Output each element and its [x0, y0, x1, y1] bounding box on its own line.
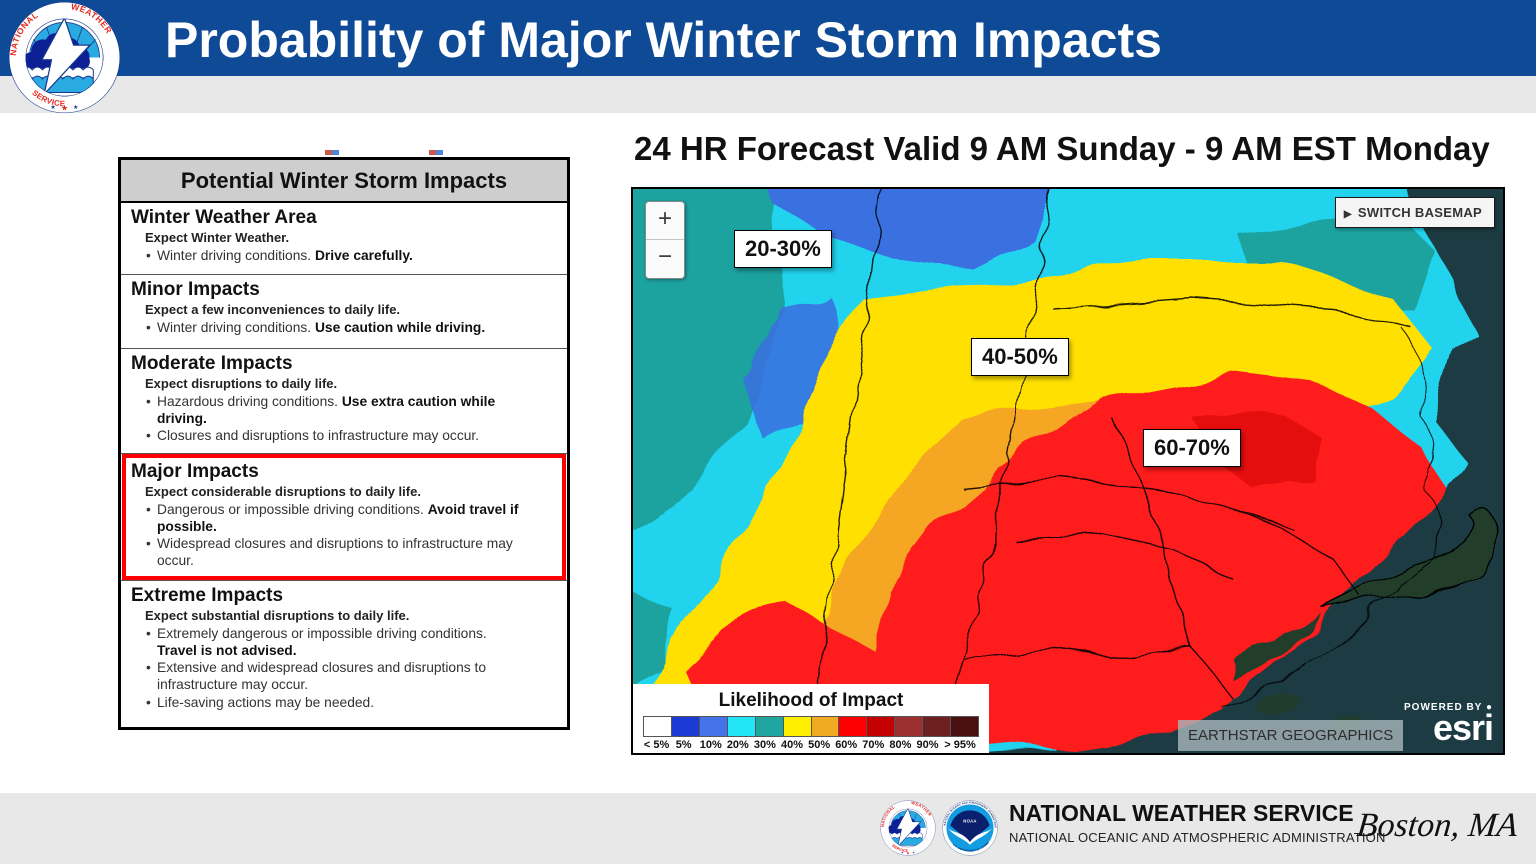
svg-text:★: ★	[50, 104, 56, 111]
svg-text:★: ★	[901, 850, 904, 854]
svg-text:★: ★	[912, 850, 915, 854]
svg-text:★: ★	[73, 104, 79, 111]
svg-text:NOAA: NOAA	[963, 818, 976, 823]
svg-text:★: ★	[61, 104, 68, 113]
svg-text:★: ★	[906, 850, 910, 855]
